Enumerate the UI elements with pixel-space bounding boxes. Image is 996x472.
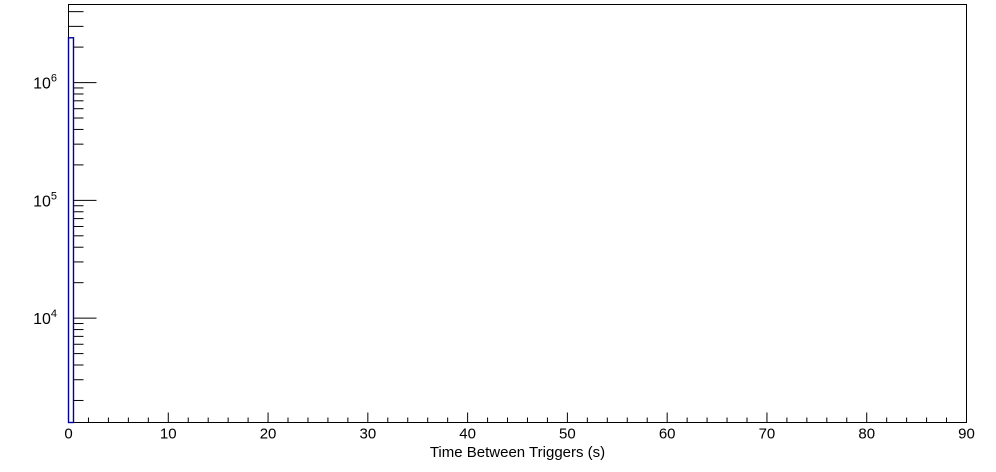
axis-labels: 0 10 20 30 40 50 60 70 80 90 106 105 104: [33, 73, 975, 443]
x-axis-tick-label: 20: [260, 426, 277, 443]
x-axis-tick-label: 60: [659, 426, 676, 443]
x-axis-tick-label: 50: [559, 426, 576, 443]
histogram-bars: [67, 37, 75, 424]
x-axis-tick-label: 0: [64, 426, 72, 443]
x-axis-tick-label: 70: [759, 426, 776, 443]
y-axis-tick-label: 105: [33, 190, 57, 210]
plot-frame: [68, 4, 967, 423]
y-axis-tick-label: 106: [33, 73, 57, 93]
y-axis-tick-label: 104: [33, 308, 57, 328]
x-axis-title: Time Between Triggers (s): [430, 444, 605, 461]
x-axis-tick-label: 40: [459, 426, 476, 443]
histogram-bar-spike: [67, 37, 75, 424]
x-axis-tick-label: 90: [958, 426, 975, 443]
x-axis-tick-label: 80: [858, 426, 875, 443]
axis-ticks: [68, 11, 967, 423]
x-axis-tick-label: 30: [359, 426, 376, 443]
x-axis-tick-label: 10: [160, 426, 177, 443]
